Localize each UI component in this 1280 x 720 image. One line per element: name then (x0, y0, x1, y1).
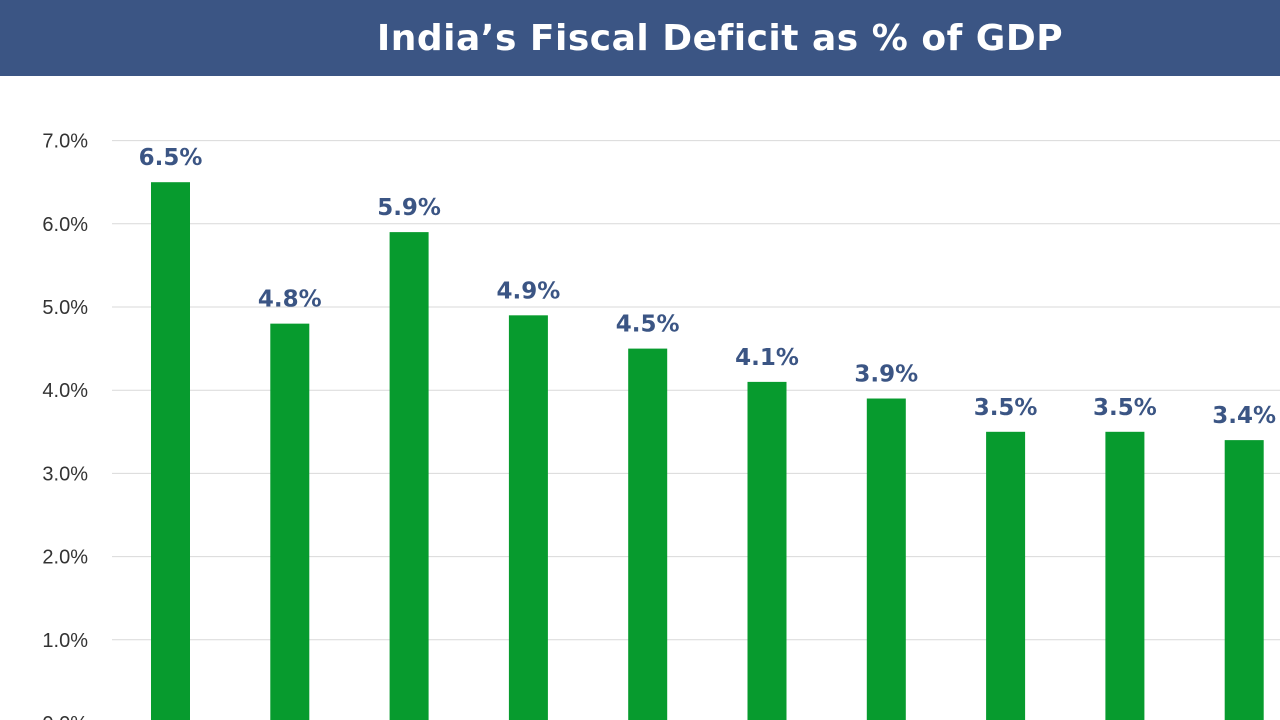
data-labels: 6.5% 4.8% 5.9% 4.9% 4.5% 4.1% 3.9% 3.5% 3.5% 3.4% (139, 145, 1276, 429)
y-tick-label: 5.0% (42, 297, 88, 319)
bar (389, 232, 429, 720)
bar-data-label: 5.9% (377, 195, 441, 221)
bar-data-label: 3.4% (1212, 403, 1276, 429)
y-axis-ticks: 0.0% 1.0% 2.0% 3.0% 4.0% 5.0% 6.0% 7.0% (42, 131, 88, 720)
bars (151, 182, 1264, 720)
bar (747, 381, 787, 720)
bar (1105, 431, 1145, 720)
bar-data-label: 4.1% (735, 345, 799, 371)
bar (986, 431, 1026, 720)
bar (508, 315, 548, 720)
bar (1224, 440, 1264, 720)
y-tick-label: 2.0% (42, 547, 88, 569)
bar-data-label: 4.5% (616, 312, 680, 338)
y-tick-label: 1.0% (42, 630, 88, 652)
y-tick-label: 4.0% (42, 380, 88, 402)
bar (866, 398, 906, 720)
y-tick-label: 3.0% (42, 463, 88, 485)
bar-data-label: 3.5% (974, 395, 1038, 421)
bar (628, 348, 668, 720)
bar-data-label: 6.5% (139, 145, 203, 171)
bar-data-label: 3.5% (1093, 395, 1157, 421)
y-tick-label: 6.0% (42, 214, 88, 236)
bar (270, 323, 310, 720)
bar (151, 182, 190, 720)
title-banner: India’s Fiscal Deficit as % of GDP (0, 0, 1280, 76)
chart-title: India’s Fiscal Deficit as % of GDP (376, 17, 1064, 59)
y-tick-label: 0.0% (42, 713, 88, 720)
bar-data-label: 4.8% (258, 287, 322, 313)
bar-data-label: 3.9% (854, 362, 918, 388)
y-tick-label: 7.0% (42, 131, 88, 153)
bar-data-label: 4.9% (497, 278, 561, 304)
